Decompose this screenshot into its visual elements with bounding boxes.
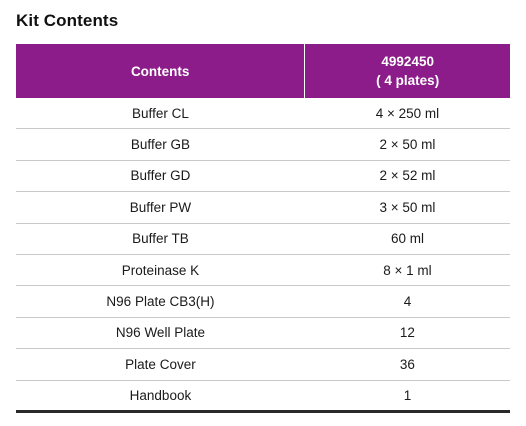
contents-column-header: Contents: [16, 44, 306, 98]
table-row: N96 Well Plate 12: [16, 317, 510, 350]
table-row: Buffer PW 3 × 50 ml: [16, 191, 510, 224]
item-cell: Buffer PW: [16, 191, 305, 224]
catalog-detail: ( 4 plates): [376, 73, 440, 88]
item-cell: Handbook: [129, 388, 192, 404]
quantity-cell: 4: [304, 285, 510, 318]
item-cell: Buffer TB: [16, 223, 305, 255]
item-cell: N96 Well Plate: [16, 317, 305, 350]
quantity-cell: 3 × 50 ml: [304, 191, 510, 224]
table-row: Proteinase K 8 × 1 ml: [16, 254, 510, 287]
table-row: Buffer GB 2 × 50 ml: [16, 128, 510, 161]
table-row: Buffer TB 60 ml: [16, 223, 510, 255]
item-cell: Proteinase K: [16, 254, 305, 287]
quantity-cell: 8 × 1 ml: [304, 254, 510, 287]
catalog-column-header: 4992450 ( 4 plates): [304, 44, 510, 98]
item-cell: N96 Plate CB3(H): [16, 285, 305, 318]
item-cell: Buffer GD: [16, 160, 305, 193]
table-header-row: Contents 4992450 ( 4 plates): [16, 44, 510, 98]
item-cell: Buffer GB: [16, 128, 305, 161]
table-row: N96 Plate CB3(H) 4: [16, 285, 510, 318]
table-bottom-rule: [16, 410, 510, 413]
quantity-cell: 60 ml: [304, 223, 510, 255]
page-title: Kit Contents: [16, 11, 119, 30]
table-row: Handbook 1: [16, 380, 510, 411]
quantity-cell: 12: [304, 317, 510, 350]
catalog-number: 4992450: [381, 54, 434, 69]
quantity-cell: 2 × 50 ml: [304, 128, 510, 161]
quantity-cell: 4 × 250 ml: [304, 98, 510, 130]
quantity-cell: 2 × 52 ml: [304, 160, 510, 193]
table-row: Buffer CL 4 × 250 ml: [16, 98, 510, 130]
item-cell: Plate Cover: [16, 348, 305, 381]
quantity-cell: 1: [403, 388, 412, 404]
table-row: Plate Cover 36: [16, 348, 510, 381]
kit-contents-table: Contents 4992450 ( 4 plates) Buffer CL 4…: [16, 44, 510, 411]
item-cell: Buffer CL: [16, 98, 305, 130]
quantity-cell: 36: [304, 348, 510, 381]
table-row: Buffer GD 2 × 52 ml: [16, 160, 510, 193]
